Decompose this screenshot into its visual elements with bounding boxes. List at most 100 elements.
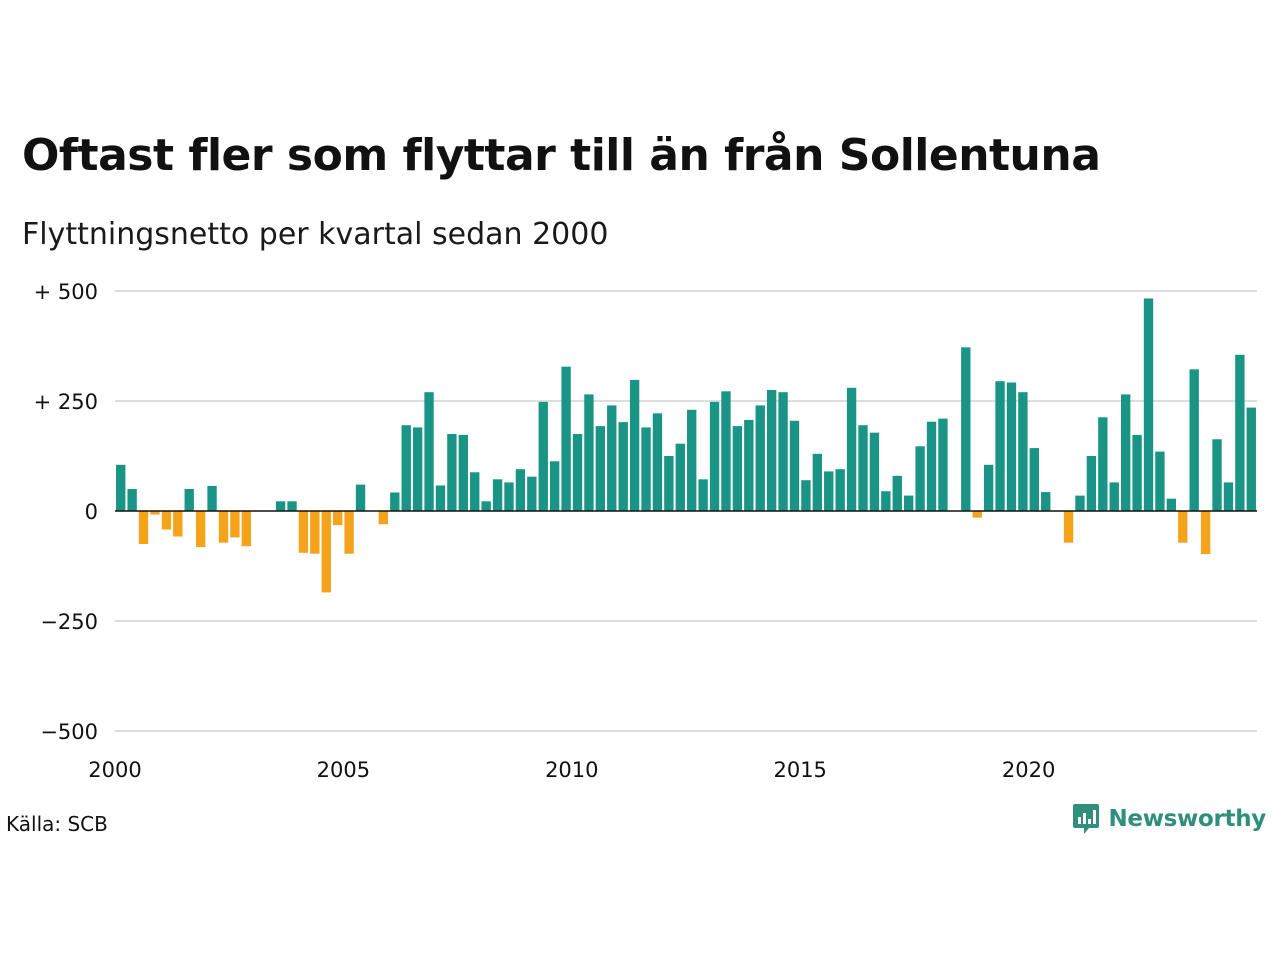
bar xyxy=(116,464,126,511)
bar xyxy=(801,480,811,511)
bar xyxy=(207,485,217,511)
bar xyxy=(1006,382,1017,511)
x-tick-label: 2005 xyxy=(317,758,370,782)
bar xyxy=(1155,451,1165,511)
bar xyxy=(652,413,663,511)
bar xyxy=(1063,511,1074,543)
bar xyxy=(1041,492,1051,511)
bar xyxy=(732,426,743,511)
bar xyxy=(504,482,514,511)
bar xyxy=(607,405,617,511)
bar xyxy=(926,421,937,511)
bar xyxy=(492,479,503,511)
bar xyxy=(675,443,685,511)
x-tick-label: 2020 xyxy=(1002,758,1055,782)
bar xyxy=(1109,482,1119,511)
bar xyxy=(447,434,457,511)
bar xyxy=(424,392,434,511)
bar xyxy=(961,347,971,511)
bar-chart: + 500 + 250 0 −250 −500 2000 2005 2010 2015 2020 xyxy=(34,280,1257,782)
bar xyxy=(230,511,240,538)
x-tick-label: 2010 xyxy=(545,758,598,782)
bar xyxy=(584,394,594,511)
bar xyxy=(275,501,286,511)
bar xyxy=(1223,482,1234,511)
x-tick-label: 2015 xyxy=(773,758,826,782)
bar xyxy=(127,489,137,511)
bar xyxy=(858,425,868,511)
bar xyxy=(1212,439,1222,511)
bar xyxy=(561,366,571,511)
bar xyxy=(629,379,640,511)
bar xyxy=(1235,354,1245,511)
bar xyxy=(789,420,800,511)
bar xyxy=(1189,369,1199,511)
y-tick-label: −500 xyxy=(40,720,98,744)
grid-lines xyxy=(115,290,1257,732)
bar xyxy=(618,422,628,511)
bar xyxy=(687,409,697,511)
bar xyxy=(321,511,331,593)
bar xyxy=(938,418,948,511)
y-tick-label: 0 xyxy=(85,500,98,524)
bar xyxy=(549,461,560,511)
bar xyxy=(892,475,902,511)
chart-subtitle: Flyttningsnetto per kvartal sedan 2000 xyxy=(22,217,609,252)
bar xyxy=(195,511,206,548)
bar xyxy=(812,453,823,511)
bar xyxy=(355,484,366,511)
bar xyxy=(378,511,389,525)
bar xyxy=(344,511,354,554)
bar xyxy=(972,511,982,518)
bar xyxy=(435,485,446,511)
bar xyxy=(470,472,480,511)
bar xyxy=(527,476,537,511)
bar xyxy=(904,495,914,511)
bar xyxy=(1098,417,1108,511)
bar xyxy=(515,469,526,511)
y-tick-label: + 500 xyxy=(34,280,98,304)
chart-title: Oftast fler som flyttar till än från Sol… xyxy=(22,130,1101,181)
bar xyxy=(595,426,606,511)
bar xyxy=(915,446,925,511)
bar xyxy=(824,471,834,511)
y-axis-labels: + 500 + 250 0 −250 −500 xyxy=(34,280,98,744)
bar xyxy=(766,390,777,511)
bar xyxy=(1086,456,1097,511)
bar xyxy=(881,491,891,511)
bars xyxy=(116,298,1256,593)
bar xyxy=(287,501,297,511)
bar xyxy=(709,401,720,511)
bar xyxy=(538,401,548,511)
bar xyxy=(184,489,194,511)
bar xyxy=(1075,495,1085,511)
bar xyxy=(1200,511,1211,555)
bar xyxy=(698,479,708,511)
bar xyxy=(835,469,845,511)
bar xyxy=(869,432,880,511)
bar xyxy=(983,464,994,511)
bar xyxy=(572,434,583,511)
bar xyxy=(1132,434,1142,511)
y-tick-label: + 250 xyxy=(34,390,98,414)
source-note: Källa: SCB xyxy=(6,812,108,836)
bar xyxy=(333,511,343,526)
brand-name: Newsworthy xyxy=(1108,806,1266,832)
bar xyxy=(1166,498,1177,511)
bar xyxy=(412,427,423,511)
bar xyxy=(995,381,1005,511)
bar xyxy=(755,405,765,511)
bar xyxy=(846,387,857,511)
bar xyxy=(401,425,411,511)
brand-logo: Newsworthy xyxy=(1072,802,1266,836)
bar xyxy=(298,511,309,553)
bar xyxy=(721,391,731,511)
bar xyxy=(161,511,172,530)
bar xyxy=(481,501,491,511)
bar xyxy=(1143,298,1154,511)
bar xyxy=(458,434,468,511)
bar xyxy=(778,392,788,511)
y-tick-label: −250 xyxy=(40,610,98,634)
bar xyxy=(1029,448,1039,511)
bar xyxy=(1246,407,1256,511)
